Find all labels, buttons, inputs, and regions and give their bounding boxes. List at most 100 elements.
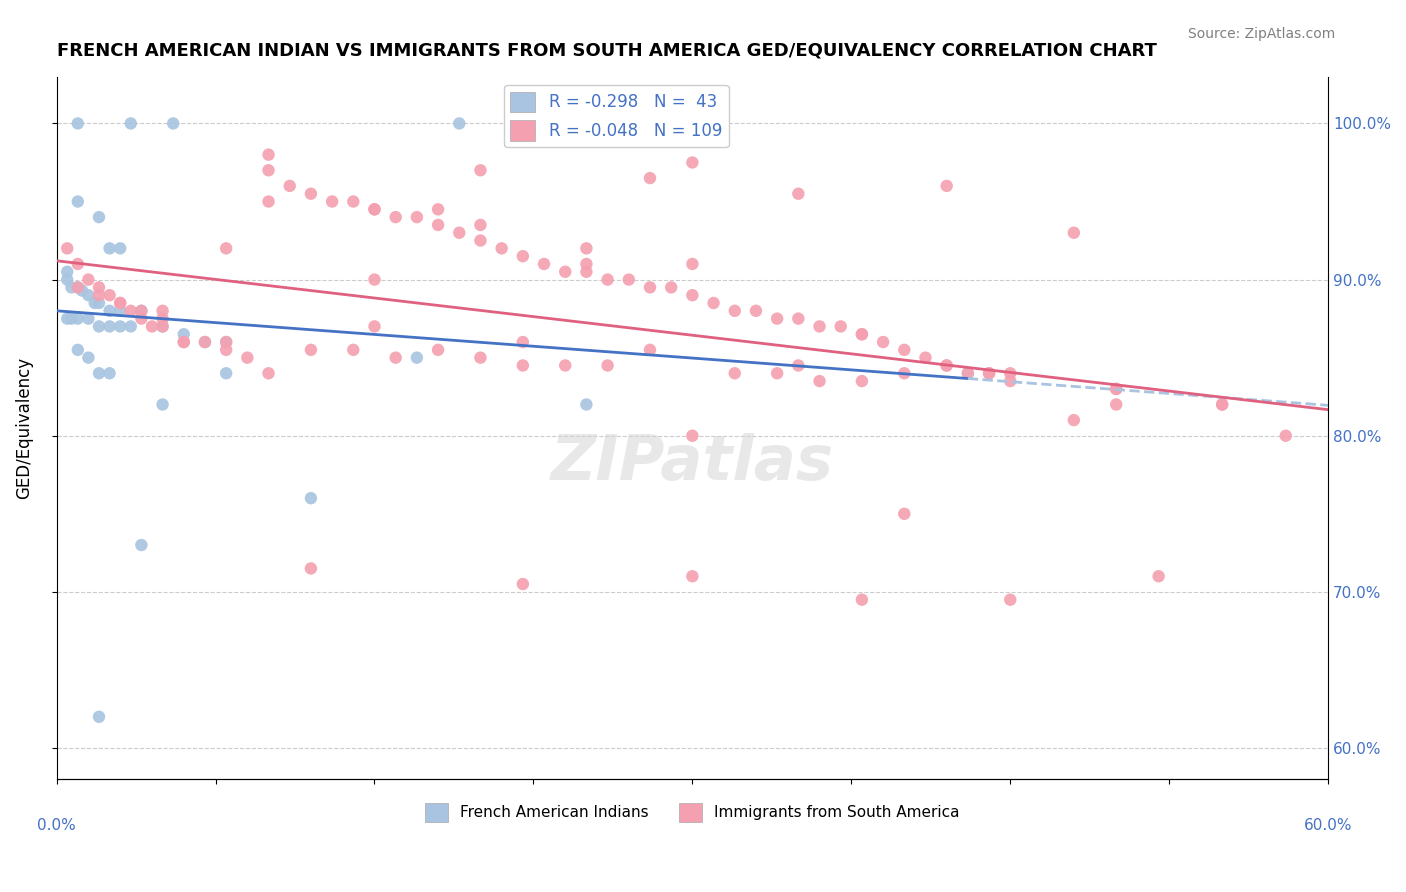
Point xyxy=(470,163,492,178)
Point xyxy=(872,334,894,349)
Point xyxy=(1105,382,1128,396)
Point xyxy=(131,538,153,552)
Point xyxy=(935,359,957,373)
Point xyxy=(66,280,89,294)
Point xyxy=(363,272,385,286)
Point xyxy=(363,202,385,217)
Point xyxy=(77,311,100,326)
Point xyxy=(299,186,322,201)
Point xyxy=(533,257,555,271)
Point xyxy=(60,311,83,326)
Point xyxy=(56,272,79,286)
Point xyxy=(108,319,131,334)
Point xyxy=(98,288,121,302)
Point xyxy=(893,507,915,521)
Point xyxy=(257,194,280,209)
Point xyxy=(1147,569,1170,583)
Point xyxy=(152,319,174,334)
Point xyxy=(56,241,79,255)
Point xyxy=(152,303,174,318)
Point xyxy=(1211,397,1233,411)
Y-axis label: GED/Equivalency: GED/Equivalency xyxy=(15,357,32,499)
Point xyxy=(405,210,427,224)
Point xyxy=(512,577,534,591)
Point xyxy=(724,366,747,380)
Point xyxy=(215,366,238,380)
Point xyxy=(87,210,110,224)
Point xyxy=(977,366,1000,380)
Point xyxy=(745,303,768,318)
Point xyxy=(427,218,450,232)
Point xyxy=(363,202,385,217)
Point xyxy=(681,569,703,583)
Point xyxy=(215,334,238,349)
Point xyxy=(299,561,322,575)
Point xyxy=(87,280,110,294)
Point xyxy=(681,288,703,302)
Point xyxy=(98,241,121,255)
Point xyxy=(766,366,789,380)
Point xyxy=(56,265,79,279)
Point xyxy=(766,311,789,326)
Point xyxy=(470,351,492,365)
Point xyxy=(141,319,163,334)
Point xyxy=(575,265,598,279)
Text: FRENCH AMERICAN INDIAN VS IMMIGRANTS FROM SOUTH AMERICA GED/EQUIVALENCY CORRELAT: FRENCH AMERICAN INDIAN VS IMMIGRANTS FRO… xyxy=(56,42,1157,60)
Point xyxy=(384,351,406,365)
Point xyxy=(162,116,184,130)
Point xyxy=(449,226,471,240)
Point xyxy=(787,186,810,201)
Point xyxy=(977,366,1000,380)
Point xyxy=(56,311,79,326)
Point xyxy=(321,194,343,209)
Point xyxy=(194,334,217,349)
Point xyxy=(851,374,873,388)
Point xyxy=(681,428,703,442)
Point xyxy=(956,366,979,380)
Text: ZIPatlas: ZIPatlas xyxy=(551,433,834,493)
Point xyxy=(512,249,534,263)
Point xyxy=(66,311,89,326)
Point xyxy=(77,288,100,302)
Point xyxy=(787,311,810,326)
Point xyxy=(808,374,831,388)
Point xyxy=(554,265,576,279)
Point xyxy=(87,288,110,302)
Point xyxy=(152,311,174,326)
Point xyxy=(77,272,100,286)
Point xyxy=(87,710,110,724)
Point xyxy=(66,257,89,271)
Text: 60.0%: 60.0% xyxy=(1303,818,1353,833)
Point xyxy=(257,147,280,161)
Point xyxy=(278,178,301,193)
Point xyxy=(342,194,364,209)
Point xyxy=(956,366,979,380)
Point xyxy=(512,334,534,349)
Point xyxy=(659,280,682,294)
Point xyxy=(512,359,534,373)
Point xyxy=(215,334,238,349)
Point xyxy=(77,351,100,365)
Point xyxy=(554,359,576,373)
Point xyxy=(575,257,598,271)
Point xyxy=(342,343,364,357)
Point xyxy=(851,327,873,342)
Point xyxy=(1000,366,1022,380)
Point xyxy=(299,343,322,357)
Point xyxy=(638,171,661,186)
Point xyxy=(236,351,259,365)
Point xyxy=(851,327,873,342)
Text: Source: ZipAtlas.com: Source: ZipAtlas.com xyxy=(1188,27,1336,41)
Point xyxy=(108,241,131,255)
Text: 0.0%: 0.0% xyxy=(37,818,76,833)
Point xyxy=(1000,592,1022,607)
Point xyxy=(70,284,93,298)
Point xyxy=(1274,428,1296,442)
Point xyxy=(98,319,121,334)
Point xyxy=(724,303,747,318)
Point xyxy=(470,234,492,248)
Point xyxy=(87,366,110,380)
Point xyxy=(405,351,427,365)
Point xyxy=(470,218,492,232)
Point xyxy=(914,351,936,365)
